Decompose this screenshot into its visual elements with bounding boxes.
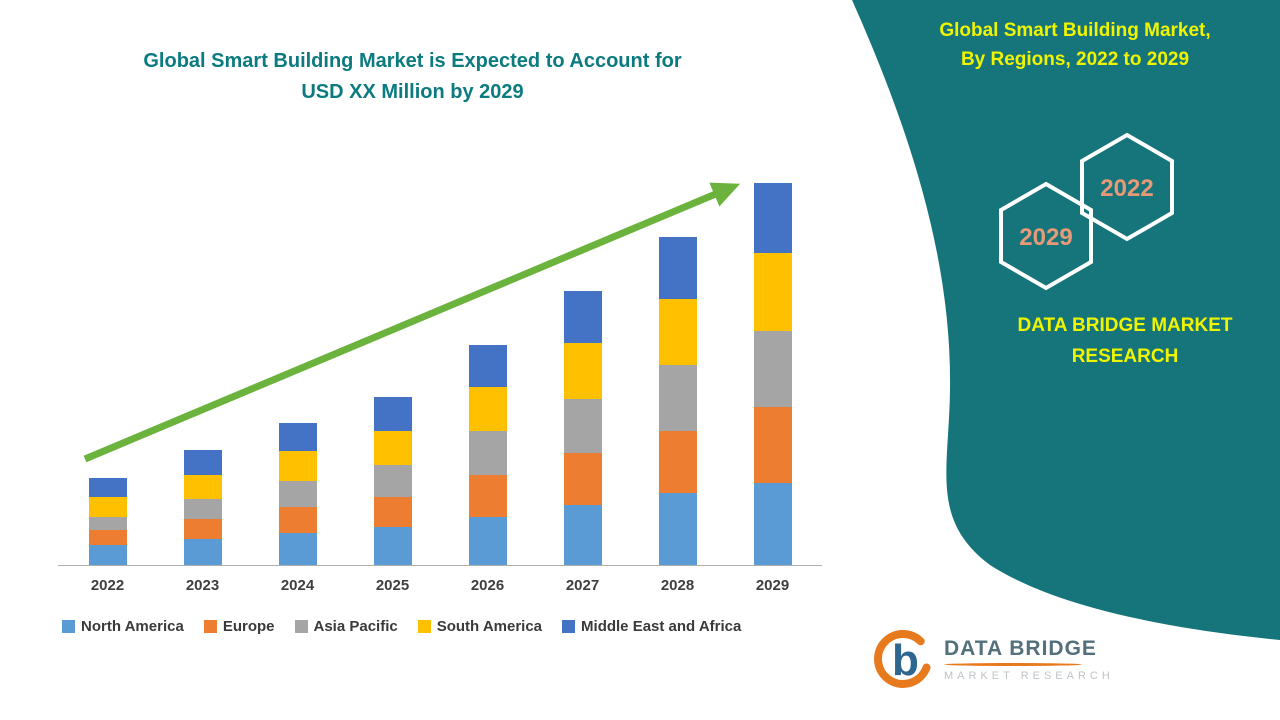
bar-segment-2028-asia-pacific	[658, 365, 697, 431]
x-axis-label-2024: 2024	[280, 577, 315, 594]
bar-segment-2022-south-america	[88, 497, 127, 517]
bar-segment-2022-asia-pacific	[88, 517, 127, 530]
bar-2027	[563, 291, 602, 565]
bar-segment-2025-europe	[373, 497, 412, 527]
brand-name: DATA BRIDGE MARKET RESEARCH	[980, 310, 1270, 372]
bar-segment-2025-north-america	[373, 527, 412, 565]
logo-underline	[944, 662, 1082, 666]
legend-swatch-middle-east-and-africa	[562, 620, 576, 633]
bar-segment-2027-middle-east-and-africa	[563, 291, 602, 343]
bar-segment-2025-south-america	[373, 431, 412, 465]
bar-2026	[468, 345, 507, 565]
bar-segment-2024-north-america	[278, 533, 317, 565]
bar-segment-2026-middle-east-and-africa	[468, 345, 507, 387]
legend-swatch-asia-pacific	[294, 620, 308, 633]
bars-container	[60, 183, 820, 565]
legend-swatch-europe	[203, 620, 217, 633]
hexagon-2029-icon	[999, 181, 1093, 291]
chart-title-line1: Global Smart Building Market is Expected…	[143, 50, 682, 72]
bar-segment-2026-south-america	[468, 387, 507, 431]
bar-2025	[373, 397, 412, 565]
chart-title-line2: USD XX Million by 2029	[301, 81, 524, 103]
bar-2022	[88, 478, 127, 565]
x-axis-line	[58, 565, 822, 566]
legend-item-north-america: North America	[62, 618, 184, 635]
logo-letter: b	[892, 636, 919, 685]
data-bridge-logo: b DATA BRIDGE MARKET RESEARCH	[872, 628, 1114, 690]
bar-segment-2023-asia-pacific	[183, 499, 222, 519]
legend-label-north-america: North America	[81, 618, 184, 635]
bar-segment-2024-asia-pacific	[278, 481, 317, 507]
bar-segment-2029-europe	[753, 407, 792, 483]
legend-label-europe: Europe	[222, 618, 275, 635]
hexagon-2022-label: 2022	[1100, 175, 1153, 202]
x-axis-label-2025: 2025	[375, 577, 410, 594]
hexagon-2029-label: 2029	[1019, 224, 1072, 251]
hexagon-2022-icon	[1080, 132, 1174, 242]
bar-segment-2023-north-america	[183, 539, 222, 565]
bar-segment-2023-europe	[183, 519, 222, 539]
legend-swatch-south-america	[417, 620, 431, 633]
chart-legend: North America Europe Asia Pacific South Ame…	[62, 618, 842, 635]
bar-segment-2028-middle-east-and-africa	[658, 237, 697, 299]
logo-mark-icon: b	[874, 629, 931, 688]
x-axis-label-2029: 2029	[755, 577, 790, 594]
bar-2028	[658, 237, 697, 565]
logo-title: DATA BRIDGE	[944, 636, 1097, 660]
bar-segment-2027-south-america	[563, 343, 602, 399]
bar-segment-2028-north-america	[658, 493, 697, 565]
legend-item-europe: Europe	[203, 618, 275, 635]
bar-segment-2024-south-america	[278, 451, 317, 481]
bar-segment-2028-south-america	[658, 299, 697, 365]
bar-segment-2027-europe	[563, 453, 602, 505]
legend-item-asia-pacific: Asia Pacific	[294, 618, 398, 635]
chart-title: Global Smart Building Market is Expected…	[55, 46, 770, 108]
x-axis-label-2022: 2022	[90, 577, 125, 594]
bar-segment-2029-south-america	[753, 253, 792, 331]
bar-segment-2026-europe	[468, 475, 507, 517]
bar-segment-2023-south-america	[183, 475, 222, 499]
bar-segment-2022-europe	[88, 530, 127, 545]
bar-segment-2027-north-america	[563, 505, 602, 565]
bar-2029	[753, 183, 792, 565]
x-axis-label-2026: 2026	[470, 577, 505, 594]
legend-label-south-america: South America	[436, 618, 543, 635]
bar-segment-2029-asia-pacific	[753, 331, 792, 407]
x-axis-label-2027: 2027	[565, 577, 600, 594]
legend-item-south-america: South America	[417, 618, 543, 635]
legend-item-middle-east-and-africa: Middle East and Africa	[562, 618, 741, 635]
logo-subtitle: MARKET RESEARCH	[944, 669, 1114, 682]
legend-label-middle-east-and-africa: Middle East and Africa	[581, 618, 742, 635]
side-panel-heading-line2: By Regions, 2022 to 2029	[960, 49, 1190, 70]
brand-name-line1: DATA BRIDGE MARKET	[1017, 315, 1233, 336]
bar-segment-2025-middle-east-and-africa	[373, 397, 412, 431]
x-axis-label-2023: 2023	[185, 577, 220, 594]
bar-segment-2027-asia-pacific	[563, 399, 602, 453]
side-panel-heading-line1: Global Smart Building Market,	[939, 20, 1211, 41]
x-axis-labels: 2022 2023 2024 2025 2026 2027 2028 2029	[60, 577, 820, 594]
bar-segment-2026-asia-pacific	[468, 431, 507, 475]
bar-segment-2023-middle-east-and-africa	[183, 450, 222, 475]
side-panel-heading: Global Smart Building Market, By Regions…	[880, 16, 1270, 74]
x-axis-label-2028: 2028	[660, 577, 695, 594]
bar-segment-2025-asia-pacific	[373, 465, 412, 497]
bar-2023	[183, 450, 222, 565]
bar-segment-2024-europe	[278, 507, 317, 533]
bar-segment-2024-middle-east-and-africa	[278, 423, 317, 451]
bar-segment-2022-north-america	[88, 545, 127, 565]
bar-segment-2029-north-america	[753, 483, 792, 565]
bar-segment-2026-north-america	[468, 517, 507, 565]
bar-2024	[278, 423, 317, 565]
legend-label-asia-pacific: Asia Pacific	[313, 618, 398, 635]
bar-segment-2028-europe	[658, 431, 697, 493]
logo-text: DATA BRIDGE MARKET RESEARCH	[944, 637, 1114, 682]
legend-swatch-north-america	[62, 620, 75, 633]
bar-segment-2022-middle-east-and-africa	[88, 478, 127, 497]
brand-name-line2: RESEARCH	[1071, 346, 1179, 367]
bar-segment-2029-middle-east-and-africa	[753, 183, 792, 253]
